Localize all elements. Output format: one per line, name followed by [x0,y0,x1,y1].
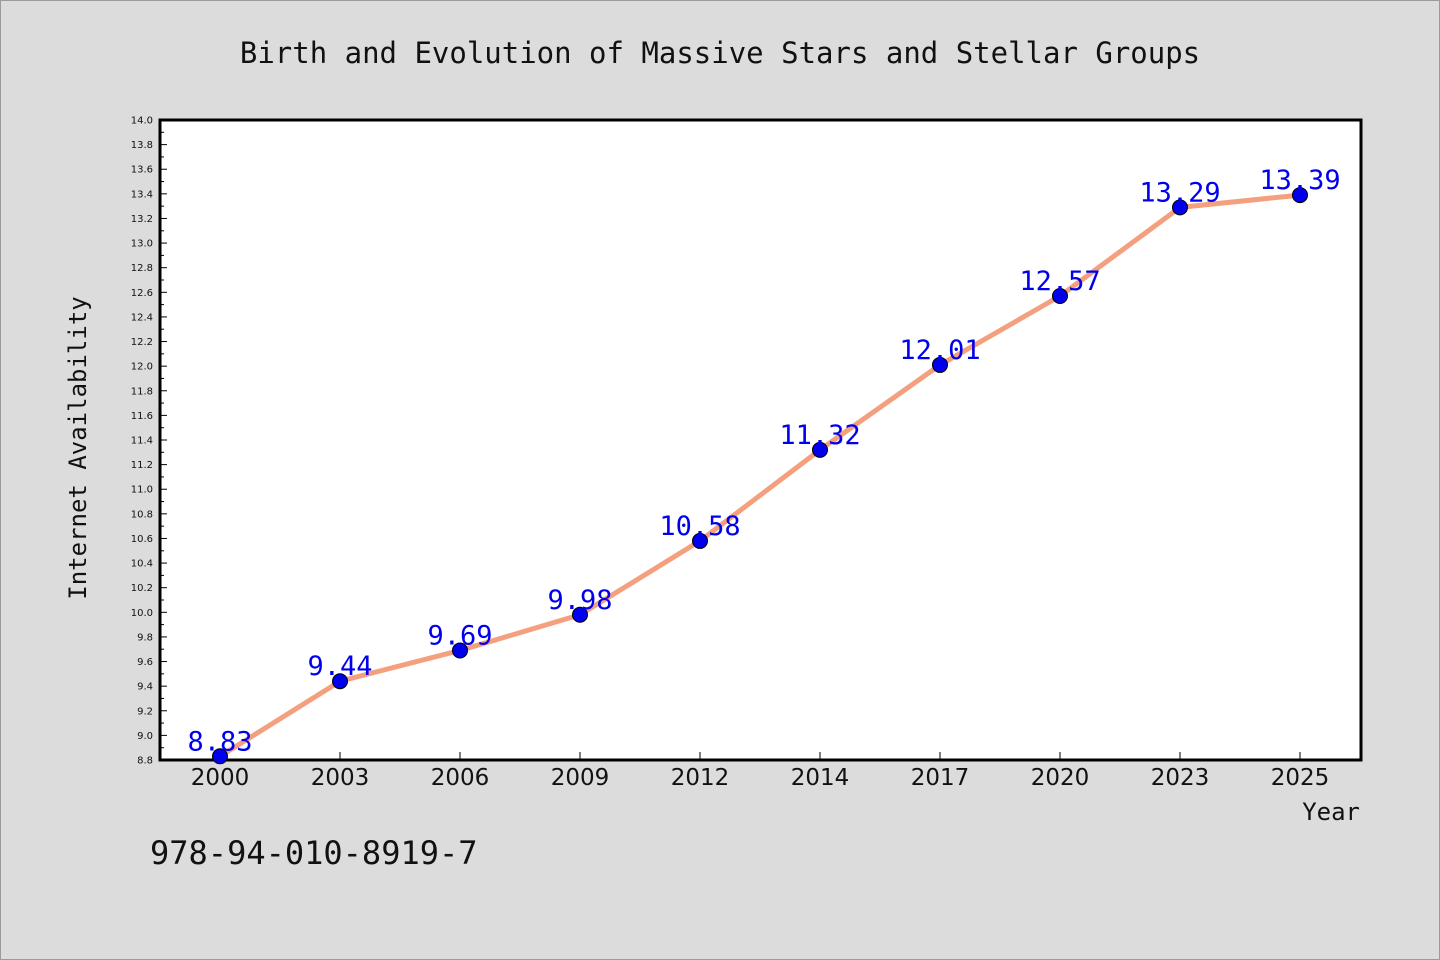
y-tick-label: 13.6 [131,165,153,176]
y-tick-label: 12.4 [131,312,153,323]
y-tick-label: 9.2 [137,706,153,717]
x-tick-label: 2006 [431,765,490,791]
data-label: 9.44 [307,651,372,682]
y-tick-label: 13.4 [131,189,153,200]
isbn-text: 978-94-010-8919-7 [150,834,478,872]
x-axis: 2000 2003 2006 2009 2012 2014 2017 2020 2023 2025 [191,752,1330,791]
data-point [1172,199,1188,216]
y-tick-label: 10.8 [131,509,153,520]
y-tick-label: 9.6 [137,657,153,668]
y-tick-label: 10.4 [131,559,153,570]
data-label: 10.58 [659,511,740,542]
x-tick-label: 2003 [311,765,370,791]
y-tick-label: 12.8 [131,263,153,274]
y-tick-label: 11.0 [131,485,153,496]
data-label: 13.39 [1259,165,1340,196]
y-tick-label: 9.4 [137,682,153,693]
y-tick-label: 12.6 [131,288,153,299]
series-group: 8.83 9.44 9.69 9.98 10.58 11.32 12.01 12.57 13.2… [187,165,1341,765]
y-axis: 8.8 9.0 9.2 9.4 9.6 9.8 10.0 10.2 10.4 10.6 10.8 11… [131,116,167,767]
x-tick-label: 2014 [791,765,850,791]
data-point [812,441,828,458]
y-axis-label: Internet Availability [64,296,92,599]
y-tick-label: 14.0 [131,116,153,127]
y-tick-label: 11.2 [131,460,153,471]
y-tick-label: 9.8 [137,632,153,643]
x-tick-label: 2020 [1031,765,1090,791]
data-label: 12.01 [899,335,980,366]
data-point [932,356,948,373]
data-point [572,606,588,623]
y-tick-label: 10.2 [131,583,153,594]
y-tick-label: 13.0 [131,239,153,250]
y-tick-label: 9.0 [137,731,153,742]
y-tick-label: 8.8 [137,756,153,767]
y-tick-label: 12.2 [131,337,153,348]
chart-title: Birth and Evolution of Massive Stars and… [240,36,1200,70]
data-label: 12.57 [1019,266,1100,297]
y-tick-label: 11.4 [131,436,153,447]
data-point [452,642,468,659]
data-label: 11.32 [779,420,860,451]
x-tick-label: 2017 [911,765,970,791]
x-tick-label: 2000 [191,765,250,791]
series-line [217,192,1303,759]
y-tick-label: 10.0 [131,608,153,619]
y-tick-label: 10.6 [131,534,153,545]
data-point [692,532,708,549]
data-point [1052,288,1068,304]
x-axis-label: Year [1302,798,1360,826]
y-tick-label: 13.2 [131,214,153,225]
data-point [1292,187,1308,204]
data-point [332,673,348,690]
data-label: 13.29 [1139,177,1220,208]
data-label: 9.69 [427,620,492,651]
y-tick-label: 11.8 [131,386,153,397]
y-tick-label: 11.6 [131,411,153,422]
data-label: 9.98 [547,585,612,616]
data-point [212,748,228,765]
x-tick-label: 2025 [1271,765,1330,791]
plot-area [158,118,1363,762]
data-label: 8.83 [187,726,252,757]
x-tick-label: 2012 [671,765,730,791]
y-tick-label: 12.0 [131,362,153,373]
y-tick-label: 13.8 [131,140,153,151]
x-tick-label: 2009 [551,765,610,791]
x-tick-label: 2023 [1151,765,1210,791]
